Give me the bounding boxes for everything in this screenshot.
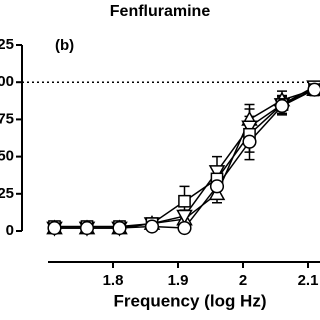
point: [241, 120, 258, 136]
y-tick-label: 50: [0, 148, 14, 165]
chart-title: Fenfluramine: [110, 3, 211, 20]
x-tick-label: 2.1: [298, 272, 319, 289]
y-tick-label: 75: [0, 110, 14, 127]
point: [79, 220, 95, 236]
point: [112, 220, 127, 236]
y-tick-label: 125: [0, 36, 14, 53]
point: [307, 82, 320, 97]
x-axis-label: Frequency (log Hz): [113, 291, 266, 310]
point: [177, 220, 192, 236]
panel-label: (b): [55, 37, 74, 54]
x-tick-label: 2: [239, 272, 247, 289]
point: [178, 194, 191, 208]
point: [242, 134, 257, 149]
y-tick-label: 25: [0, 185, 14, 202]
x-tick-label: 1.8: [103, 272, 124, 289]
point: [274, 98, 290, 114]
point: [47, 220, 62, 236]
y-tick-label: 100: [0, 73, 14, 90]
point: [176, 209, 193, 225]
x-tick-label: 1.9: [168, 272, 189, 289]
series-line: [54, 88, 320, 229]
point: [208, 165, 226, 181]
y-tick-label: 0: [6, 222, 14, 239]
point: [209, 179, 225, 194]
point: [144, 219, 160, 234]
